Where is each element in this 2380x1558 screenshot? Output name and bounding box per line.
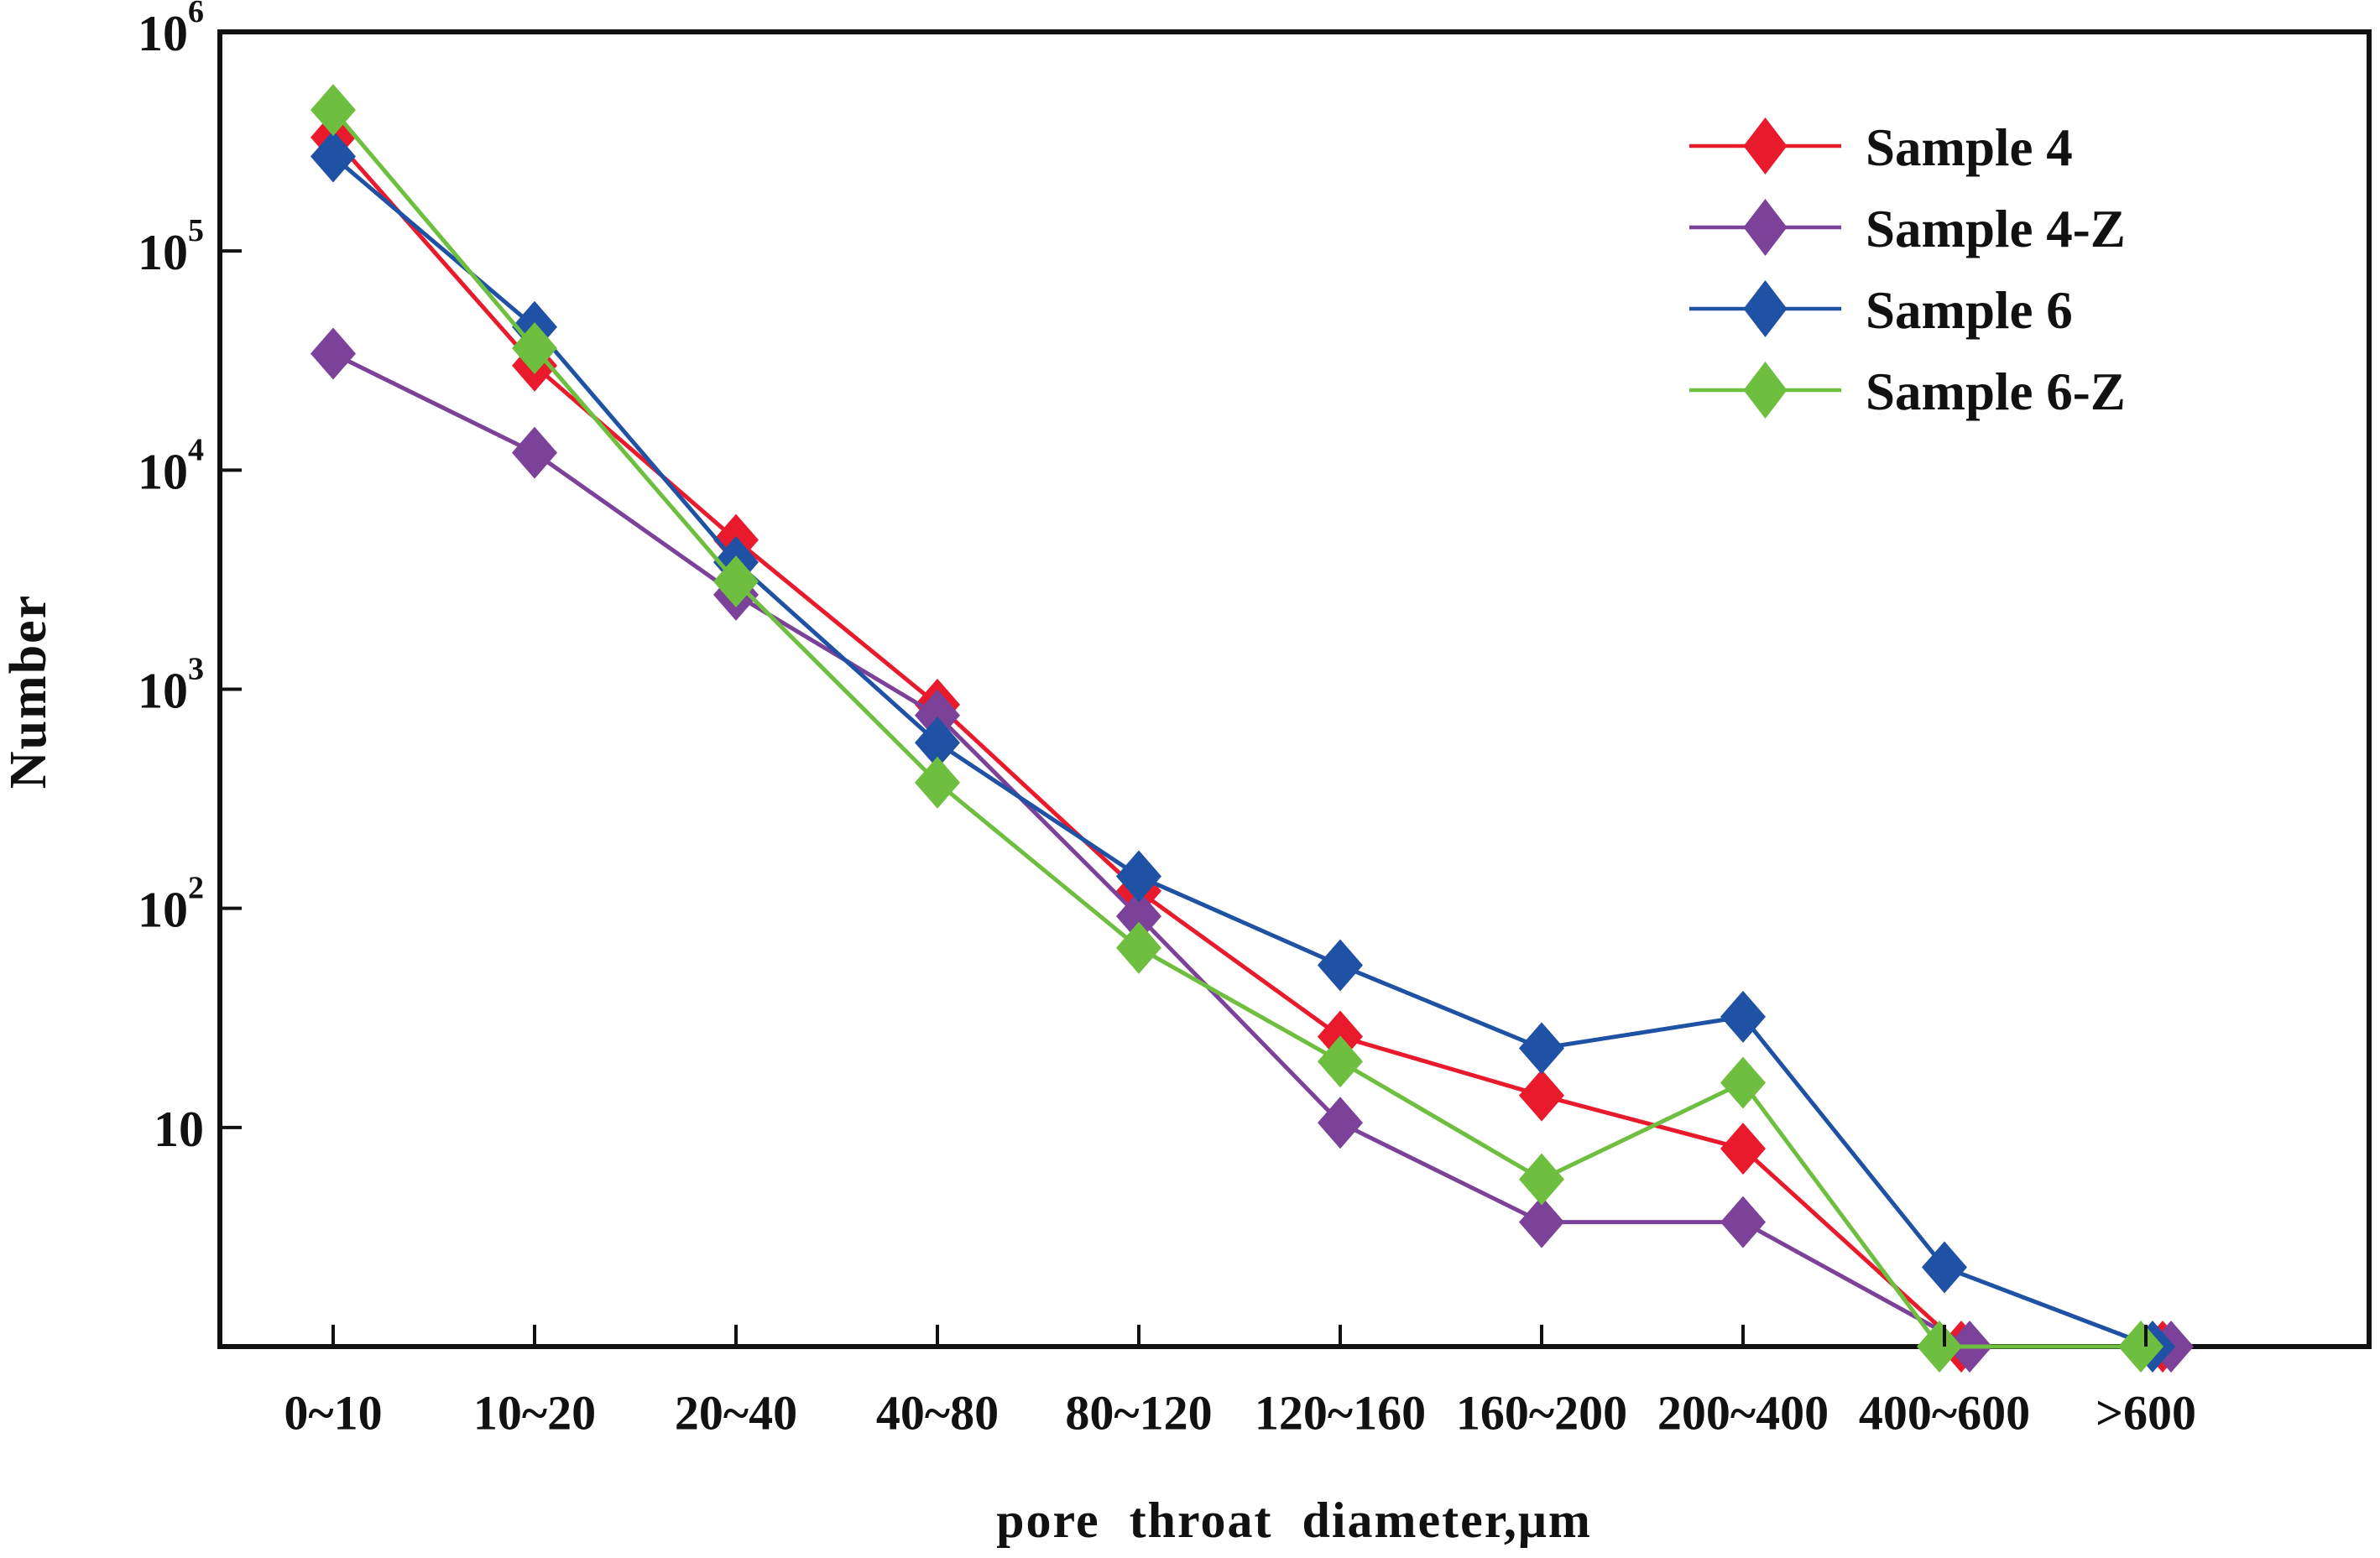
x-tick-label: 120~160 bbox=[1255, 1386, 1426, 1441]
x-tick-label: 0~10 bbox=[284, 1386, 382, 1441]
series-line-sample-6 bbox=[331, 154, 2155, 1349]
data-point-sample-4-z-200~400 bbox=[1720, 1196, 1766, 1248]
data-point-sample-4-200~400 bbox=[1720, 1123, 1766, 1175]
legend-item-sample-4: Sample 4 bbox=[1689, 117, 2073, 177]
legend-marker-sample-6 bbox=[1743, 280, 1788, 337]
legend-item-sample-6-z: Sample 6-Z bbox=[1689, 362, 2126, 421]
data-point-sample-6-160~200 bbox=[1519, 1022, 1564, 1075]
legend-item-sample-4-z: Sample 4-Z bbox=[1689, 199, 2126, 258]
data-point-sample-4-z-10~20 bbox=[512, 426, 557, 479]
x-axis-tick-labels: 0~10 10~20 20~40 40~80 80~120 120~160 160~200 2… bbox=[284, 1386, 2196, 1441]
data-point-sample-6-400~600 bbox=[1922, 1241, 1967, 1294]
legend-label-sample-4-z: Sample 4-Z bbox=[1866, 200, 2126, 258]
data-point-sample-4-z-120~160 bbox=[1318, 1097, 1363, 1149]
data-point-sample-4-z-160~200 bbox=[1519, 1196, 1564, 1248]
y-axis-ticks bbox=[220, 249, 242, 1129]
data-point-sample-4-z-0~10 bbox=[311, 327, 356, 380]
legend-item-sample-6: Sample 6 bbox=[1689, 280, 2073, 340]
data-point-sample-6-z->600 bbox=[2118, 1321, 2163, 1373]
data-point-sample-6-z-40~80 bbox=[915, 756, 960, 809]
y-axis-title: Number bbox=[0, 594, 57, 789]
legend: Sample 4 Sample 4-Z Sample 6 Sample 6-Z bbox=[1689, 117, 2126, 421]
series-layer bbox=[311, 84, 2194, 1373]
x-axis-ticks bbox=[331, 1325, 2148, 1347]
data-point-sample-6-z-10~20 bbox=[512, 322, 557, 375]
series-line-sample-4 bbox=[331, 135, 2165, 1349]
data-point-sample-6-z-200~400 bbox=[1720, 1056, 1766, 1109]
data-point-sample-6-80~120 bbox=[1116, 850, 1161, 903]
legend-label-sample-6-z: Sample 6-Z bbox=[1866, 362, 2126, 421]
data-point-sample-6-z-160~200 bbox=[1519, 1153, 1564, 1206]
data-point-sample-4-160~200 bbox=[1519, 1069, 1564, 1122]
x-tick-label: 160~200 bbox=[1456, 1386, 1627, 1441]
x-tick-label: >600 bbox=[2096, 1386, 2196, 1441]
data-point-sample-6-z-80~120 bbox=[1116, 921, 1161, 974]
data-point-sample-4-z-40~80 bbox=[915, 689, 960, 742]
legend-label-sample-6: Sample 6 bbox=[1866, 281, 2073, 340]
data-point-sample-6-z-0~10 bbox=[311, 84, 356, 137]
x-tick-label: 200~400 bbox=[1657, 1386, 1829, 1441]
legend-marker-sample-4 bbox=[1743, 117, 1788, 175]
data-point-sample-6-z-400~600 bbox=[1917, 1321, 1962, 1373]
x-axis-title: pore throat diameter,μm bbox=[996, 1493, 1592, 1548]
legend-marker-sample-6-z bbox=[1743, 362, 1788, 419]
x-tick-label: 40~80 bbox=[876, 1386, 999, 1441]
x-tick-label: 400~600 bbox=[1859, 1386, 2030, 1441]
series-line-sample-6-z bbox=[331, 107, 2143, 1349]
data-point-sample-6-120~160 bbox=[1318, 939, 1363, 992]
data-point-sample-4-z-80~120 bbox=[1116, 890, 1161, 943]
data-point-sample-6-40~80 bbox=[915, 716, 960, 769]
data-point-sample-6-z-120~160 bbox=[1318, 1035, 1363, 1088]
x-tick-label: 80~120 bbox=[1065, 1386, 1212, 1441]
series-line-sample-4-z bbox=[331, 352, 2174, 1349]
legend-label-sample-4: Sample 4 bbox=[1866, 118, 2073, 177]
data-point-sample-6-z-20~40 bbox=[713, 555, 759, 608]
y-tick-label: 10 bbox=[154, 1102, 204, 1157]
data-point-sample-6-200~400 bbox=[1720, 990, 1766, 1043]
legend-marker-sample-4-z bbox=[1743, 199, 1788, 256]
x-tick-label: 10~20 bbox=[473, 1386, 596, 1441]
x-tick-label: 20~40 bbox=[675, 1386, 797, 1441]
data-point-sample-6-0~10 bbox=[311, 130, 356, 183]
